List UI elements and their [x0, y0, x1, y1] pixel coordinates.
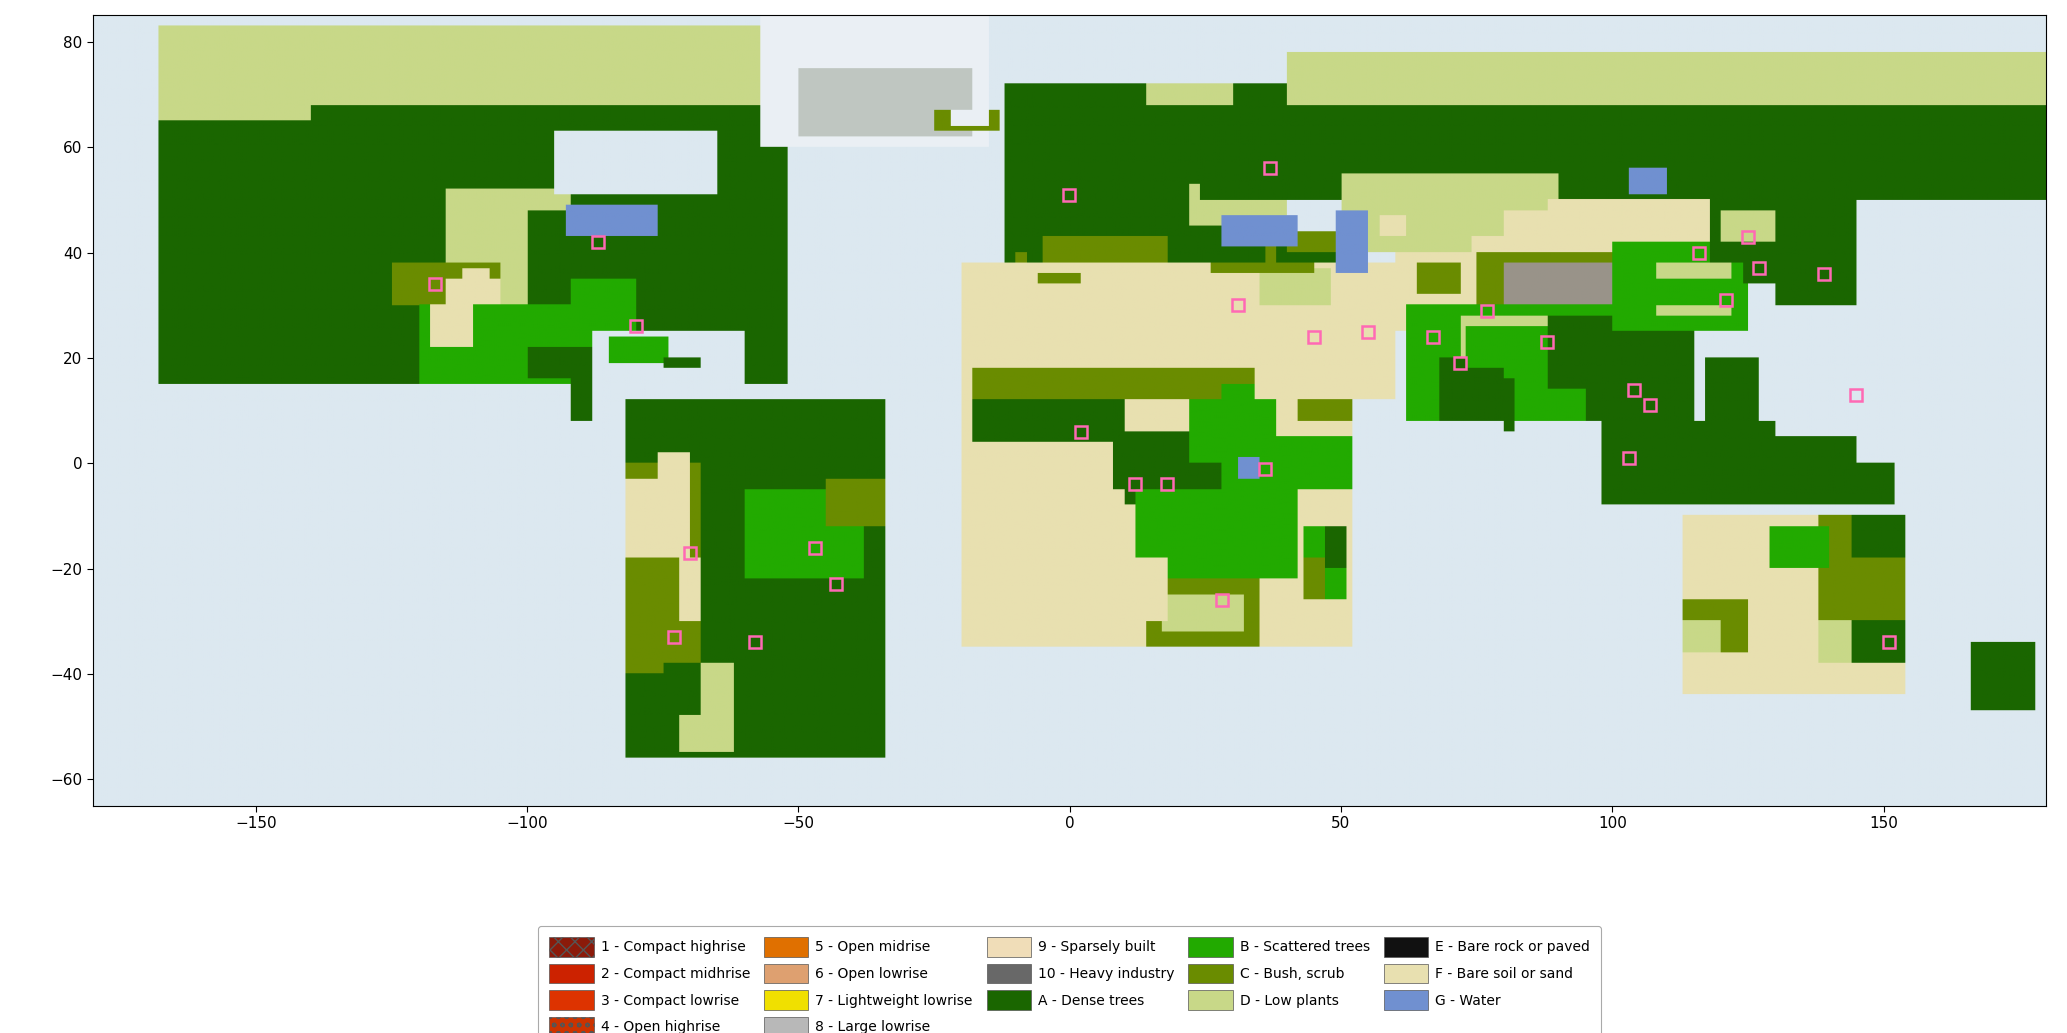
Legend: 1 - Compact highrise, 2 - Compact midhrise, 3 - Compact lowrise, 4 - Open highri: 1 - Compact highrise, 2 - Compact midhri… [537, 926, 1602, 1033]
